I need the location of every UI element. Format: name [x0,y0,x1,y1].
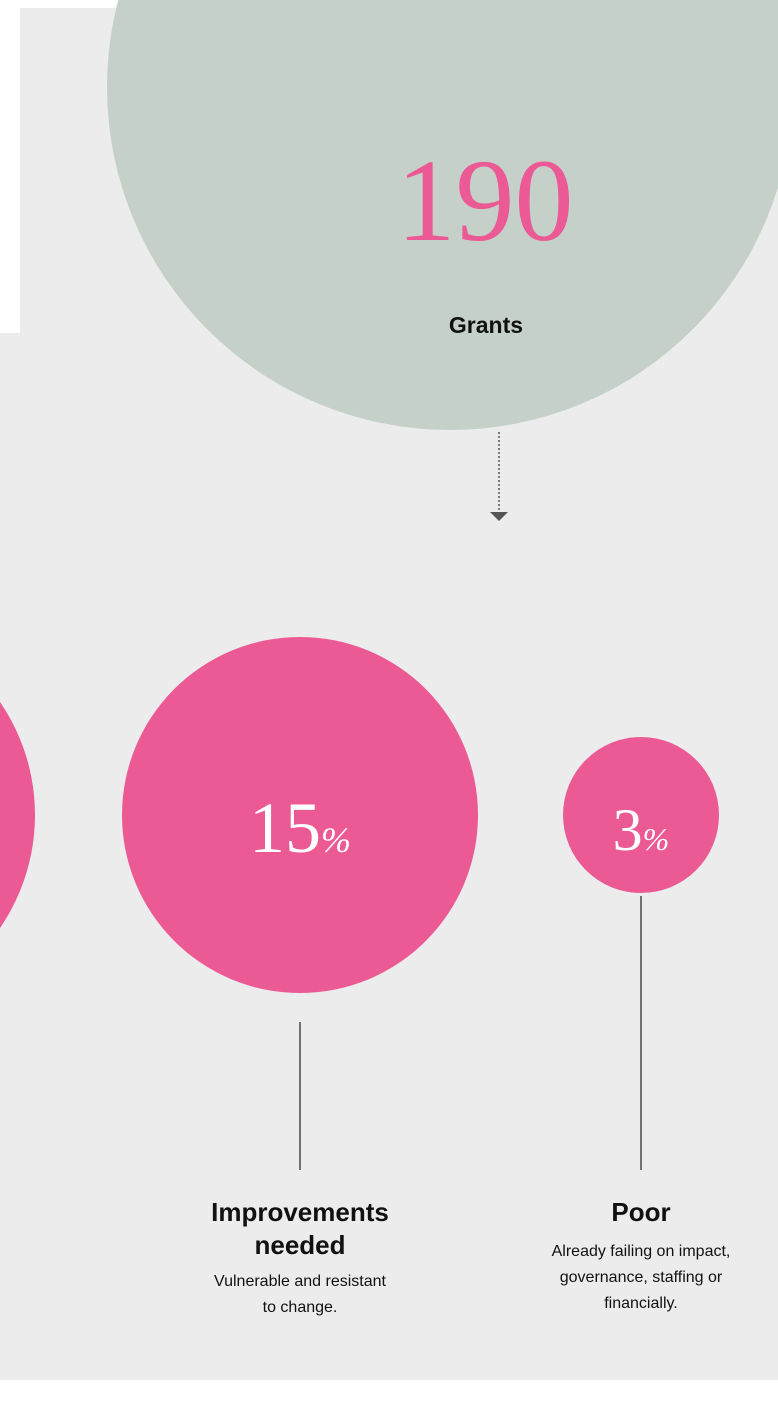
circle [122,637,478,993]
node-title: Improvements [211,1197,389,1227]
node-description: Vulnerable and resistant [214,1273,387,1290]
node-description: financially. [604,1295,678,1312]
circle [0,702,35,928]
node-value: 15% [249,788,351,868]
node-value: 3% [613,797,670,863]
number: 15 [249,788,321,868]
hero-circle [107,0,778,430]
hero-value: 190 [397,135,574,266]
unit: % [321,820,351,860]
circle [563,737,719,893]
number: 3 [613,797,643,863]
node-description: Already failing on impact, [552,1243,731,1260]
node-description: governance, staffing or [560,1269,723,1286]
node-title: Poor [611,1197,670,1227]
arrow [490,512,508,521]
node-description: to change. [263,1299,338,1316]
node-title: needed [254,1230,345,1260]
hero-label: Grants [449,312,523,338]
unit: % [643,821,670,857]
